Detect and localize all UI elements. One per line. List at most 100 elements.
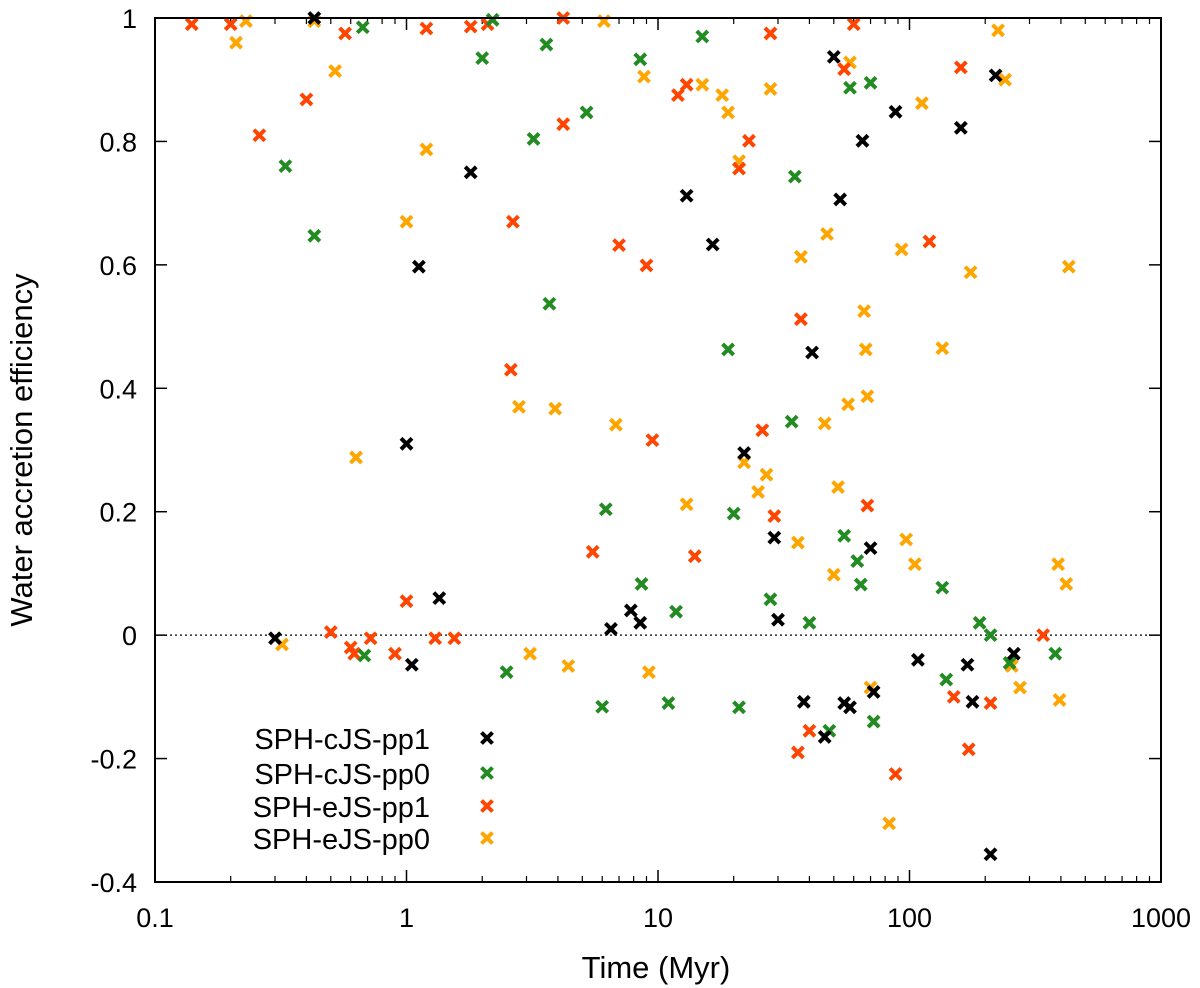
data-point: [910, 652, 925, 667]
data-point: [863, 541, 878, 556]
data-point: [767, 530, 782, 545]
data-point: [787, 169, 802, 184]
data-point: [1052, 693, 1067, 707]
data-point: [556, 117, 571, 132]
data-point: [608, 417, 623, 432]
data-point: [661, 696, 676, 710]
data-point: [679, 188, 694, 203]
data-point: [802, 615, 817, 630]
data-point: [857, 304, 872, 319]
legend-marker: [480, 831, 494, 845]
data-point: [1051, 557, 1066, 572]
data-point: [1002, 655, 1017, 670]
data-point: [721, 342, 736, 357]
data-point: [965, 694, 980, 709]
data-point: [866, 685, 881, 699]
data-point: [737, 446, 752, 461]
data-point: [939, 672, 954, 687]
data-point: [349, 450, 363, 465]
y-tick-label: 0: [122, 621, 137, 651]
data-point: [506, 214, 520, 229]
y-tick-label: -0.2: [90, 745, 137, 775]
data-point: [863, 75, 878, 90]
data-point: [548, 401, 563, 416]
data-point: [855, 133, 870, 148]
data-point: [742, 133, 756, 148]
data-point: [604, 622, 618, 636]
data-point: [846, 17, 861, 32]
legend: SPH-cJS-pp1SPH-cJS-pp0SPH-eJS-pp1SPH-eJS…: [253, 724, 494, 856]
data-point: [399, 436, 414, 451]
data-point: [447, 631, 462, 646]
data-point: [866, 714, 881, 729]
data-point: [983, 628, 998, 643]
data-point: [404, 657, 419, 672]
data-point: [802, 723, 817, 738]
data-point: [914, 96, 929, 111]
data-point: [790, 745, 805, 760]
data-point: [732, 161, 746, 176]
data-point: [1061, 259, 1076, 274]
data-point: [960, 657, 975, 672]
data-point: [595, 699, 610, 714]
data-point: [679, 497, 694, 512]
data-point: [771, 612, 785, 627]
legend-marker: [480, 799, 494, 813]
data-point: [793, 312, 808, 327]
data-point: [907, 557, 922, 572]
data-point: [526, 132, 541, 146]
data-point: [983, 847, 998, 862]
data-point: [843, 700, 857, 715]
data-point: [888, 767, 903, 781]
plot-area: -0.4 -0.2 0 0.2 0.4 0.6 0.8 1 0.1 1 10 100 1000: [90, 4, 1191, 933]
data-point: [223, 17, 238, 32]
data-point: [858, 342, 873, 357]
data-point: [953, 120, 968, 135]
data-point: [1048, 646, 1063, 661]
data-point: [299, 92, 314, 107]
legend-label: SPH-cJS-pp1: [254, 724, 430, 756]
data-point: [357, 648, 372, 663]
data-point: [641, 665, 656, 680]
data-point: [860, 498, 875, 513]
data-point: [523, 646, 537, 661]
data-point: [888, 104, 903, 119]
data-point: [1036, 628, 1051, 643]
data-point: [953, 60, 968, 75]
data-point: [820, 227, 834, 241]
y-tick-label: -0.4: [90, 868, 137, 898]
data-point: [826, 567, 841, 582]
x-tick-label: 1: [399, 903, 414, 933]
data-point: [1006, 646, 1021, 661]
data-point: [585, 544, 600, 559]
data-point: [831, 480, 845, 494]
data-point: [278, 159, 293, 174]
data-point: [633, 615, 648, 630]
data-point: [561, 659, 576, 673]
data-point: [860, 389, 875, 404]
data-point: [542, 296, 557, 311]
data-point: [946, 689, 961, 704]
data-point: [637, 69, 651, 84]
y-tick-label: 0.2: [99, 498, 137, 528]
legend-marker: [480, 766, 494, 780]
data-point: [841, 397, 856, 412]
series-sph-ejs-pp1: [184, 11, 1051, 781]
data-point: [826, 49, 841, 64]
data-point: [184, 17, 199, 32]
series-sph-cjs-pp0: [278, 12, 1063, 738]
data-point: [639, 258, 654, 273]
data-point: [991, 23, 1005, 38]
data-point: [793, 249, 808, 264]
y-tick-label: 0.8: [99, 127, 137, 157]
data-point: [998, 72, 1013, 87]
data-point: [323, 625, 338, 639]
y-tick-label: 1: [122, 4, 137, 34]
legend-marker: [480, 731, 494, 745]
data-point: [988, 68, 1003, 83]
data-point: [837, 528, 852, 543]
data-point: [432, 591, 447, 606]
data-point: [307, 228, 322, 243]
